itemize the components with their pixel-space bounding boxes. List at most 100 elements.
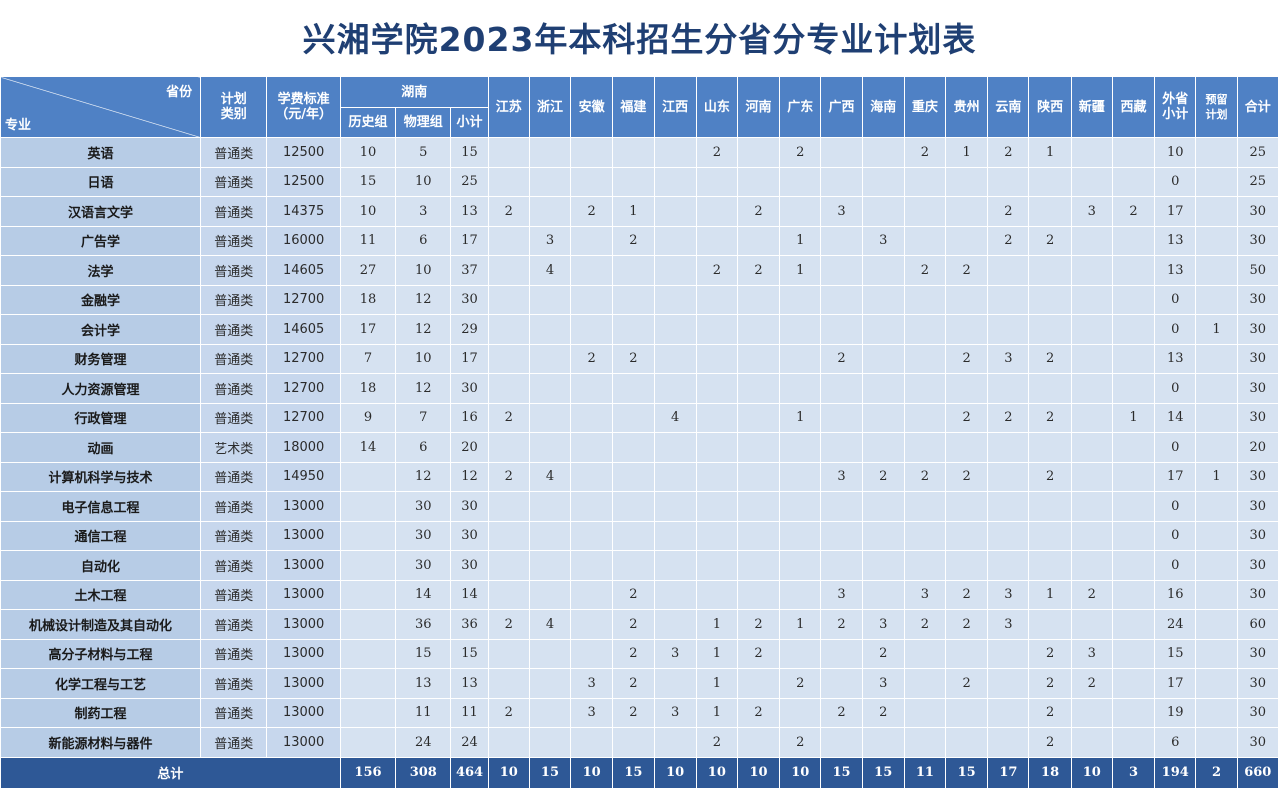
total-province-cell: 15 <box>820 756 863 789</box>
tuition-cell: 13000 <box>266 491 341 522</box>
plan-type-cell: 普通类 <box>200 255 268 286</box>
province-quota-cell <box>612 432 655 463</box>
table-row: 英语 普通类 12500 10 5 15 2 2 2 1 2 1 10 25 <box>0 137 1279 168</box>
major-cell: 会计学 <box>0 314 202 345</box>
province-quota-cell <box>528 343 572 374</box>
tuition-cell: 13000 <box>266 579 341 610</box>
province-quota-cell <box>653 343 697 374</box>
province-quota-cell: 2 <box>695 137 738 168</box>
province-quota-cell <box>612 520 655 551</box>
province-quota-cell <box>487 255 530 286</box>
province-quota-cell: 2 <box>1028 638 1072 669</box>
province-quota-cell: 2 <box>736 697 781 728</box>
province-header: 重庆 <box>903 76 947 138</box>
province-quota-cell <box>945 225 989 256</box>
province-quota-cell <box>487 727 530 758</box>
table-row: 汉语言文学 普通类 14375 10 3 13 2 2 1 2 3 2 3 2 17 30 <box>0 196 1279 227</box>
tuition-header: 学费标准 （元/年） <box>266 76 341 138</box>
province-quota-cell: 2 <box>779 137 822 168</box>
row-total-cell: 60 <box>1236 609 1279 640</box>
province-quota-cell <box>987 668 1030 699</box>
province-quota-cell <box>1111 520 1156 551</box>
province-quota-cell <box>1028 284 1072 315</box>
hunan-header: 湖南 <box>339 76 489 108</box>
province-quota-cell <box>653 461 697 492</box>
table-row: 日语 普通类 12500 15 10 25 0 25 <box>0 166 1279 197</box>
province-quota-cell <box>487 137 530 168</box>
province-quota-cell: 2 <box>1028 343 1072 374</box>
province-quota-cell <box>653 491 697 522</box>
province-quota-cell <box>528 550 572 581</box>
province-quota-cell <box>861 137 905 168</box>
plan-type-cell: 普通类 <box>200 520 268 551</box>
province-quota-cell: 2 <box>487 461 530 492</box>
province-quota-cell <box>612 137 655 168</box>
province-header: 广东 <box>779 76 822 138</box>
table-row: 高分子材料与工程 普通类 13000 15 15 2 3 1 2 2 2 3 15 30 <box>0 638 1279 669</box>
hunan-physics-cell: 10 <box>395 255 452 286</box>
total-province-cell: 10 <box>487 756 530 789</box>
plan-type-cell: 普通类 <box>200 373 268 404</box>
tuition-cell: 12700 <box>266 373 341 404</box>
hunan-physics-cell: 6 <box>395 432 452 463</box>
province-quota-cell: 2 <box>1028 727 1072 758</box>
province-quota-cell <box>861 520 905 551</box>
reserve-cell <box>1195 491 1238 522</box>
province-quota-cell <box>1070 314 1113 345</box>
out-subtotal-cell: 17 <box>1154 461 1197 492</box>
out-subtotal-cell: 0 <box>1154 373 1197 404</box>
hunan-physics-cell: 36 <box>395 609 452 640</box>
province-quota-cell <box>1070 727 1113 758</box>
province-quota-cell: 3 <box>987 579 1030 610</box>
major-cell: 制药工程 <box>0 697 202 728</box>
row-total-cell: 30 <box>1236 638 1279 669</box>
row-total-cell: 20 <box>1236 432 1279 463</box>
major-cell: 新能源材料与器件 <box>0 727 202 758</box>
row-total-cell: 30 <box>1236 314 1279 345</box>
tuition-cell: 13000 <box>266 550 341 581</box>
reserve-cell: 1 <box>1195 314 1238 345</box>
province-quota-cell <box>695 284 738 315</box>
province-quota-cell <box>861 196 905 227</box>
province-quota-cell: 1 <box>779 402 822 433</box>
province-quota-cell <box>945 638 989 669</box>
province-quota-cell <box>1111 638 1156 669</box>
province-quota-cell <box>820 137 863 168</box>
tuition-cell: 14605 <box>266 314 341 345</box>
province-quota-cell <box>820 314 863 345</box>
province-quota-cell <box>570 491 614 522</box>
province-quota-cell: 1 <box>779 255 822 286</box>
province-quota-cell <box>612 461 655 492</box>
province-quota-cell: 2 <box>903 255 947 286</box>
tuition-cell: 14375 <box>266 196 341 227</box>
major-cell: 行政管理 <box>0 402 202 433</box>
province-quota-cell: 2 <box>861 697 905 728</box>
province-quota-cell <box>820 491 863 522</box>
province-quota-cell <box>1028 255 1072 286</box>
province-quota-cell <box>736 461 781 492</box>
tuition-cell: 13000 <box>266 697 341 728</box>
province-quota-cell <box>1028 373 1072 404</box>
province-quota-cell <box>1070 284 1113 315</box>
province-quota-cell <box>736 579 781 610</box>
province-quota-cell <box>695 373 738 404</box>
hunan-history-cell: 18 <box>339 373 397 404</box>
province-header: 云南 <box>987 76 1030 138</box>
out-subtotal-cell: 0 <box>1154 491 1197 522</box>
reserve-cell <box>1195 284 1238 315</box>
hunan-physics-cell: 14 <box>395 579 452 610</box>
province-header: 安徽 <box>570 76 614 138</box>
province-quota-cell: 2 <box>612 343 655 374</box>
total-province-cell: 15 <box>612 756 655 789</box>
province-quota-cell: 3 <box>653 638 697 669</box>
major-cell: 机械设计制造及其自动化 <box>0 609 202 640</box>
province-quota-cell <box>1111 373 1156 404</box>
province-quota-cell <box>861 314 905 345</box>
province-quota-cell <box>1070 461 1113 492</box>
province-quota-cell <box>779 373 822 404</box>
hunan-history-cell <box>339 609 397 640</box>
province-quota-cell <box>1111 314 1156 345</box>
province-quota-cell <box>570 432 614 463</box>
province-quota-cell <box>487 520 530 551</box>
province-quota-cell <box>1111 579 1156 610</box>
